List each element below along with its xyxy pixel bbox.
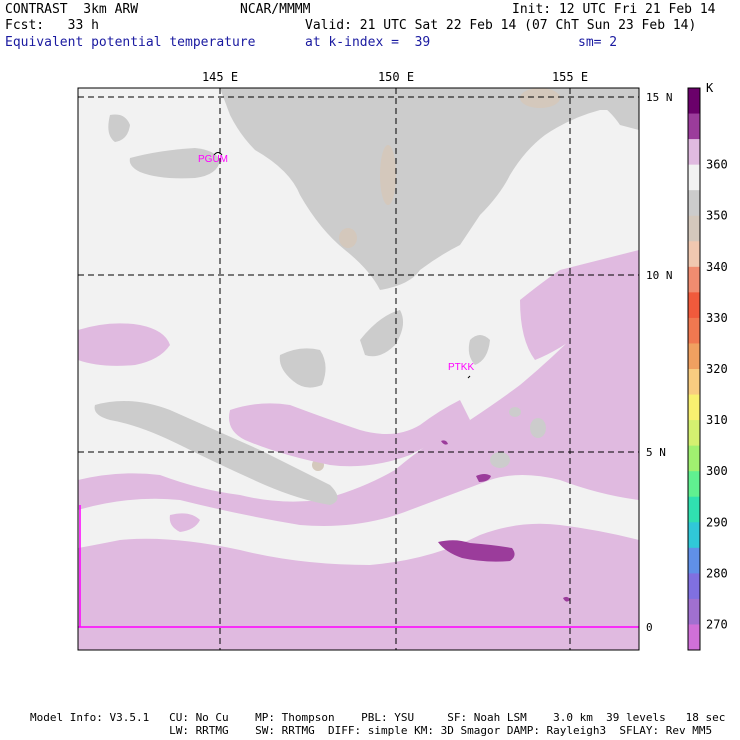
lat-label-15n: 15 N — [646, 91, 673, 104]
field-shading — [78, 88, 639, 650]
guam-coastline — [213, 152, 223, 156]
colorbar-swatch — [688, 266, 700, 293]
colorbar-label: 320 — [706, 362, 728, 376]
valid-time: Valid: 21 UTC Sat 22 Feb 14 (07 ChT Sun … — [305, 18, 697, 33]
gray-blob-7 — [509, 407, 521, 417]
gray-blob-2 — [279, 348, 326, 388]
gray-blob-6 — [530, 418, 546, 438]
station-label-pgum: PGUM — [198, 154, 228, 165]
colorbar-border — [687, 87, 701, 651]
gray-region-northwest — [129, 148, 220, 179]
colorbar-swatch — [688, 88, 700, 115]
violet-island-1 — [169, 513, 200, 532]
colorbar-labels: 360 350 340 330 320 310 300 290 280 270 — [706, 158, 728, 632]
model-info-line1: Model Info: V3.5.1 CU: No Cu MP: Thompso… — [30, 711, 726, 724]
lat-label-10n: 10 N — [646, 269, 673, 282]
plot-border — [77, 87, 640, 651]
gray-band-diagonal — [78, 475, 639, 565]
colorbar-swatch — [688, 292, 700, 319]
colorbar-swatch — [688, 139, 700, 166]
gray-region-north — [220, 88, 639, 290]
colorbar-swatch — [688, 471, 700, 498]
purple-blob-small-1 — [476, 474, 491, 482]
lat-label-equator: 0 — [646, 621, 653, 634]
lon-label-150: 150 E — [378, 70, 414, 84]
colorbar-unit: K — [706, 81, 714, 95]
vertical-level: at k-index = 39 — [305, 35, 431, 50]
model-title: CONTRAST 3km ARW — [5, 2, 139, 17]
gray-band-arm — [94, 401, 338, 505]
colorbar-swatch — [688, 573, 700, 600]
colorbar-swatch — [688, 241, 700, 268]
colorbar-swatch — [688, 369, 700, 396]
colorbar-label: 340 — [706, 260, 728, 274]
purple-blob-large — [438, 540, 515, 562]
lon-label-155: 155 E — [552, 70, 588, 84]
colorbar-swatch — [688, 445, 700, 472]
colorbar-swatch — [688, 343, 700, 370]
gray-blob-1 — [108, 114, 130, 142]
colorbar-swatch — [688, 394, 700, 421]
smoothing: sm= 2 — [578, 35, 618, 50]
colorbar-swatch — [688, 496, 700, 523]
model-info-line2: LW: RRTMG SW: RRTMG DIFF: simple KM: 3D … — [30, 724, 713, 737]
institution: NCAR/MMMM — [240, 2, 311, 17]
colorbar-label: 300 — [706, 464, 728, 478]
colorbar-swatch — [688, 215, 700, 242]
init-time: Init: 12 UTC Fri 21 Feb 14 — [512, 2, 716, 17]
colorbar-label: 290 — [706, 515, 728, 529]
colorbar-label: 350 — [706, 209, 728, 223]
colorbar-label: 280 — [706, 566, 728, 580]
violet-region-west — [78, 323, 170, 366]
colorbar-swatch — [688, 164, 700, 191]
purple-blob-small-3 — [441, 440, 448, 445]
tan-spot-3 — [520, 88, 560, 108]
lon-label-145: 145 E — [202, 70, 238, 84]
graticule — [78, 88, 639, 650]
tan-spot-2 — [339, 228, 357, 248]
colorbar-swatch — [688, 624, 700, 651]
colorbar-swatch — [688, 420, 700, 447]
colorbar-label: 330 — [706, 311, 728, 325]
colorbar-swatch — [688, 598, 700, 625]
colorbar-label: 360 — [706, 158, 728, 172]
lat-label-5n: 5 N — [646, 446, 666, 459]
colorbar-swatch — [688, 113, 700, 140]
station-label-ptkk: PTKK — [448, 362, 474, 373]
gray-blob-5 — [490, 452, 510, 468]
chuuk-coastline — [467, 375, 471, 379]
colorbar — [687, 87, 701, 651]
colorbar-label: 310 — [706, 413, 728, 427]
tan-spot-1 — [380, 145, 396, 205]
purple-blob-small-2 — [563, 596, 570, 602]
violet-region-center — [229, 400, 470, 467]
field-name: Equivalent potential temperature — [5, 35, 256, 50]
colorbar-label: 270 — [706, 617, 728, 631]
colorbar-swatch — [688, 317, 700, 344]
colorbar-swatch — [688, 190, 700, 217]
forecast-hour: Fcst: 33 h — [5, 18, 99, 33]
gray-blob-4 — [468, 335, 490, 365]
colorbar-swatch — [688, 547, 700, 574]
colorbar-swatch — [688, 522, 700, 549]
gray-blob-3 — [360, 310, 404, 357]
violet-region-east — [520, 250, 639, 360]
